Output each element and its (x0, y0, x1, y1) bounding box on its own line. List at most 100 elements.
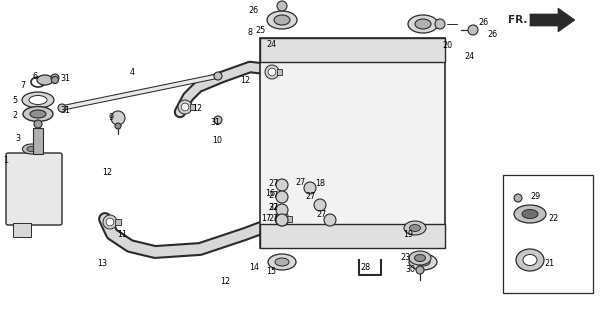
Ellipse shape (29, 95, 47, 105)
Text: 23: 23 (400, 253, 410, 262)
Text: 8: 8 (248, 28, 253, 36)
Circle shape (314, 199, 326, 211)
Text: 31: 31 (60, 106, 70, 115)
Ellipse shape (415, 19, 431, 29)
Text: 27: 27 (268, 213, 278, 222)
Text: 7: 7 (20, 81, 25, 90)
Text: 6: 6 (32, 71, 37, 81)
Circle shape (435, 19, 445, 29)
Text: 27: 27 (268, 179, 278, 188)
Circle shape (275, 212, 289, 226)
Text: 16: 16 (265, 188, 275, 197)
Text: 29: 29 (530, 191, 540, 201)
Ellipse shape (23, 107, 53, 122)
Bar (503, 175, 593, 293)
Text: 27: 27 (316, 210, 326, 219)
Ellipse shape (111, 111, 125, 125)
Bar (260, 224, 445, 248)
Text: 22: 22 (548, 213, 558, 222)
Circle shape (276, 204, 288, 216)
Text: 31: 31 (210, 117, 220, 126)
Text: 5: 5 (12, 95, 17, 105)
Ellipse shape (410, 225, 420, 231)
Text: 14: 14 (249, 263, 259, 273)
Text: 3: 3 (15, 133, 20, 142)
Text: 17: 17 (261, 213, 271, 222)
Text: 2: 2 (12, 110, 17, 119)
Circle shape (214, 72, 222, 80)
Ellipse shape (275, 258, 289, 266)
Text: 28: 28 (360, 263, 370, 273)
Ellipse shape (516, 249, 544, 271)
Ellipse shape (408, 15, 438, 33)
Text: 21: 21 (544, 259, 554, 268)
Text: 26: 26 (248, 5, 258, 14)
Circle shape (324, 214, 336, 226)
Bar (260, 38, 445, 62)
Ellipse shape (22, 92, 54, 108)
Ellipse shape (274, 15, 290, 25)
Circle shape (277, 1, 287, 11)
Bar (287, 216, 292, 222)
Text: 19: 19 (403, 229, 413, 238)
FancyBboxPatch shape (6, 153, 62, 225)
Ellipse shape (514, 205, 546, 223)
Circle shape (278, 215, 286, 223)
Ellipse shape (414, 254, 425, 261)
Ellipse shape (416, 258, 430, 266)
Ellipse shape (409, 251, 431, 265)
Polygon shape (530, 8, 575, 32)
Text: 11: 11 (117, 229, 127, 238)
Text: 27: 27 (268, 190, 278, 199)
Circle shape (416, 266, 424, 274)
Circle shape (276, 191, 288, 203)
Text: 31: 31 (60, 74, 70, 83)
Text: 9: 9 (108, 113, 113, 122)
Circle shape (265, 65, 279, 79)
Bar (260, 38, 445, 248)
Circle shape (51, 76, 59, 84)
Text: 24: 24 (464, 52, 474, 60)
Circle shape (34, 120, 42, 128)
Circle shape (103, 215, 117, 229)
Ellipse shape (409, 254, 437, 270)
Circle shape (51, 74, 59, 82)
Bar (115, 219, 120, 225)
Circle shape (468, 25, 478, 35)
Circle shape (276, 179, 288, 191)
Text: FR.: FR. (508, 15, 527, 25)
Text: 30: 30 (405, 266, 415, 275)
Ellipse shape (522, 210, 538, 219)
Bar (277, 69, 283, 75)
Text: 26: 26 (487, 29, 497, 38)
Text: 12: 12 (240, 76, 250, 84)
Text: 25: 25 (255, 26, 265, 35)
Ellipse shape (27, 147, 36, 151)
Bar (190, 104, 195, 110)
Text: 12: 12 (192, 103, 202, 113)
Text: 24: 24 (266, 39, 276, 49)
Text: 4: 4 (130, 68, 135, 76)
Circle shape (115, 123, 121, 129)
Text: 27: 27 (295, 178, 306, 187)
Ellipse shape (267, 11, 297, 29)
Text: 15: 15 (266, 268, 276, 276)
Text: 27: 27 (268, 203, 278, 212)
Text: 1: 1 (3, 156, 8, 164)
Text: 27: 27 (305, 191, 315, 201)
Ellipse shape (22, 144, 41, 154)
Ellipse shape (523, 254, 537, 266)
Circle shape (514, 194, 522, 202)
Text: 12: 12 (220, 277, 230, 286)
Circle shape (304, 182, 316, 194)
Circle shape (214, 116, 222, 124)
Ellipse shape (268, 254, 296, 270)
Circle shape (106, 218, 114, 226)
Bar (13, 223, 31, 237)
Circle shape (178, 100, 192, 114)
Circle shape (58, 104, 66, 112)
Ellipse shape (30, 110, 46, 118)
Circle shape (276, 214, 288, 226)
Text: 13: 13 (97, 260, 107, 268)
Circle shape (268, 68, 276, 76)
